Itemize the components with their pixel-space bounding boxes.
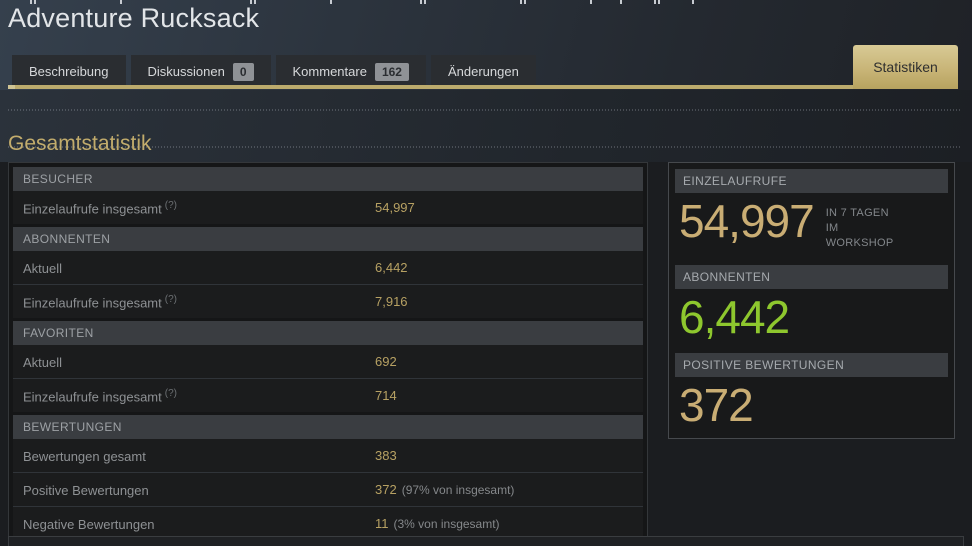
clipped-text-remnant <box>0 0 972 5</box>
stats-row: Aktuell 692 <box>13 345 643 378</box>
stats-section-header: FAVORITEN <box>13 321 643 345</box>
stats-row: Bewertungen gesamt 383 <box>13 439 643 472</box>
stats-section-header: BESUCHER <box>13 167 643 191</box>
tab-label: Beschreibung <box>29 64 109 79</box>
stats-section-header: ABONNENTEN <box>13 227 643 251</box>
tab-underline <box>8 85 955 89</box>
stats-row-label: Aktuell <box>23 260 63 276</box>
section-title: Gesamtstatistik <box>8 132 152 156</box>
stats-row-value: 54,997 <box>375 200 415 215</box>
stats-row-label: Einzelaufrufe insgesamt (?) <box>23 199 177 217</box>
summary-card-caption: IN 7 TAGEN IM WORKSHOP <box>825 207 894 249</box>
stats-row: Aktuell 6,442 <box>13 251 643 284</box>
summary-card-header: EINZELAUFRUFE <box>675 169 948 193</box>
stats-row-value: 7,916 <box>375 294 408 309</box>
stats-row: Einzelaufrufe insgesamt (?) 54,997 <box>13 191 643 224</box>
tab-kommentare[interactable]: Kommentare 162 <box>275 55 426 88</box>
summary-card-value: 6,442 <box>679 290 790 343</box>
divider-dotted-top <box>8 109 962 111</box>
tab-bar: Beschreibung Diskussionen 0 Kommentare 1… <box>12 55 536 88</box>
summary-card-value: 54,997 <box>679 195 815 247</box>
tab-count-badge: 0 <box>232 62 254 81</box>
stats-section-bewertungen: BEWERTUNGEN Bewertungen gesamt 383 Posit… <box>13 415 643 540</box>
stats-row-value: 6,442 <box>375 260 408 275</box>
tab-label: Kommentare <box>292 64 367 79</box>
stats-row-label: Positive Bewertungen <box>23 482 149 498</box>
stats-row: Negative Bewertungen 11 (3% von insgesamt… <box>13 506 643 540</box>
stats-row-note: (3% von insgesamt) <box>393 517 500 531</box>
stats-row-label: Aktuell <box>23 354 63 370</box>
stats-row-value: 372 <box>375 482 397 497</box>
divider-dotted-bottom <box>8 146 962 148</box>
stats-row: Einzelaufrufe insgesamt (?) 714 <box>13 378 643 412</box>
stats-row-value: 11 <box>375 516 389 531</box>
summary-card-abonnenten: ABONNENTEN 6,442 <box>675 264 948 343</box>
stats-row-label: Bewertungen gesamt <box>23 448 146 464</box>
page-title: Adventure Rucksack <box>8 3 260 33</box>
stats-row: Positive Bewertungen 372 (97% von insgesa… <box>13 472 643 506</box>
help-icon[interactable]: (?) <box>164 293 177 305</box>
tab-diskussionen[interactable]: Diskussionen 0 <box>130 55 271 88</box>
summary-card-positive-bewertungen: POSITIVE BEWERTUNGEN 372 <box>675 353 948 430</box>
overall-stats-table: BESUCHER Einzelaufrufe insgesamt (?) 54,9… <box>8 162 648 545</box>
stats-row-value: 383 <box>375 448 397 463</box>
tab-nderungen[interactable]: Änderungen <box>430 55 536 88</box>
summary-panel: EINZELAUFRUFE 54,997 IN 7 TAGEN IM WORKSHO… <box>668 162 955 439</box>
tab-label: Änderungen <box>447 64 519 79</box>
stats-section-favoriten: FAVORITEN Aktuell 692 Einzelaufrufe insg… <box>13 321 643 412</box>
help-icon[interactable]: (?) <box>164 387 177 399</box>
summary-card-einzelaufrufe: EINZELAUFRUFE 54,997 IN 7 TAGEN IM WORKSHO… <box>675 169 948 253</box>
summary-card-header: POSITIVE BEWERTUNGEN <box>675 353 948 378</box>
stats-row-label: Negative Bewertungen <box>23 516 155 532</box>
section-band <box>0 90 972 162</box>
stats-row-value: 692 <box>375 354 397 369</box>
stats-row: Einzelaufrufe insgesamt (?) 7,916 <box>13 284 643 318</box>
stats-section-header: BEWERTUNGEN <box>13 415 643 439</box>
tab-statistiken[interactable]: Statistiken <box>853 45 958 89</box>
tab-label: Diskussionen <box>147 64 225 79</box>
stats-row-label: Einzelaufrufe insgesamt (?) <box>23 387 177 405</box>
tab-count-badge: 162 <box>374 62 409 81</box>
tab-beschreibung[interactable]: Beschreibung <box>12 55 126 88</box>
summary-card-value: 372 <box>679 379 754 432</box>
stats-row-label: Einzelaufrufe insgesamt (?) <box>23 293 177 311</box>
next-section-edge <box>8 536 964 546</box>
stats-section-besucher: BESUCHER Einzelaufrufe insgesamt (?) 54,9… <box>13 167 643 224</box>
summary-card-header: ABONNENTEN <box>675 264 948 289</box>
stats-section-abonnenten: ABONNENTEN Aktuell 6,442 Einzelaufrufe i… <box>13 227 643 318</box>
help-icon[interactable]: (?) <box>164 199 177 211</box>
stats-row-value: 714 <box>375 388 397 403</box>
stats-row-note: (97% von insgesamt) <box>401 483 515 497</box>
